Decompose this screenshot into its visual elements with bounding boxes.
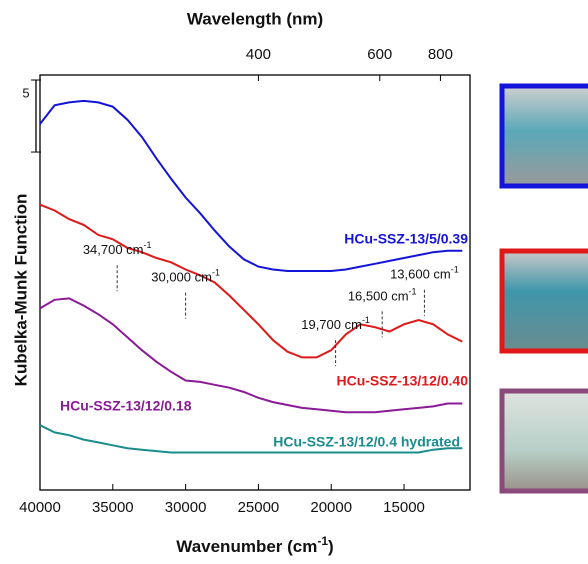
annotation-sup: -1 <box>144 241 152 251</box>
series-label: HCu-SSZ-13/12/0.4 hydrated <box>273 434 460 450</box>
x-tick-label: 30000 <box>165 499 207 516</box>
photos <box>499 83 588 494</box>
x-tick-label: 40000 <box>19 499 61 516</box>
annotation: 13,600 cm-1 <box>390 265 459 282</box>
annotation-text: 30,000 cm <box>151 270 212 285</box>
y-axis-label: Kubelka-Munk Function <box>11 194 30 387</box>
annotation: 19,700 cm-1 <box>301 316 370 333</box>
sample-photo <box>499 248 588 354</box>
series-line <box>39 203 463 359</box>
annotation-sup: -1 <box>451 265 459 275</box>
x-tick-label: 20000 <box>310 499 352 516</box>
x-label-unit: (cm <box>287 537 317 556</box>
x-tick-label: 35000 <box>92 499 134 516</box>
annotation-text: 19,700 cm <box>301 318 362 333</box>
x-label-sup: -1 <box>317 534 328 548</box>
x2-axis-label: Wavelength (nm) <box>187 9 323 28</box>
annotation-text: 13,600 cm <box>390 267 451 282</box>
series-line <box>39 99 463 272</box>
annotation-sup: -1 <box>362 316 370 326</box>
annotation: 34,700 cm-1 <box>83 241 152 258</box>
annotation-sup: -1 <box>409 287 417 297</box>
x-tick-label: 25000 <box>238 499 280 516</box>
scale-bar-label: 5 <box>22 85 29 100</box>
series-label: HCu-SSZ-13/5/0.39 <box>344 231 468 247</box>
series-label: HCu-SSZ-13/12/0.18 <box>60 398 192 414</box>
series-line <box>39 424 463 454</box>
x2-tick-label: 600 <box>367 46 392 63</box>
x-label-end: ) <box>328 537 334 556</box>
annotation: 30,000 cm-1 <box>151 268 220 285</box>
x-label-text: Wavenumber <box>176 537 283 556</box>
annotation-text: 34,700 cm <box>83 243 144 258</box>
annotation: 16,500 cm-1 <box>348 287 417 304</box>
annotation-text: 16,500 cm <box>348 289 409 304</box>
series-label: HCu-SSZ-13/12/0.40 <box>337 373 469 389</box>
x-axis-label: Wavenumber (cm-1) <box>176 534 333 556</box>
x2-tick-label: 400 <box>246 46 271 63</box>
sample-photo <box>499 388 588 494</box>
plot-frame <box>39 74 471 491</box>
x-tick-label: 15000 <box>383 499 425 516</box>
x2-tick-label: 800 <box>428 46 453 63</box>
series-line <box>39 297 463 414</box>
sample-photo <box>499 83 588 189</box>
annotation-sup: -1 <box>212 268 220 278</box>
